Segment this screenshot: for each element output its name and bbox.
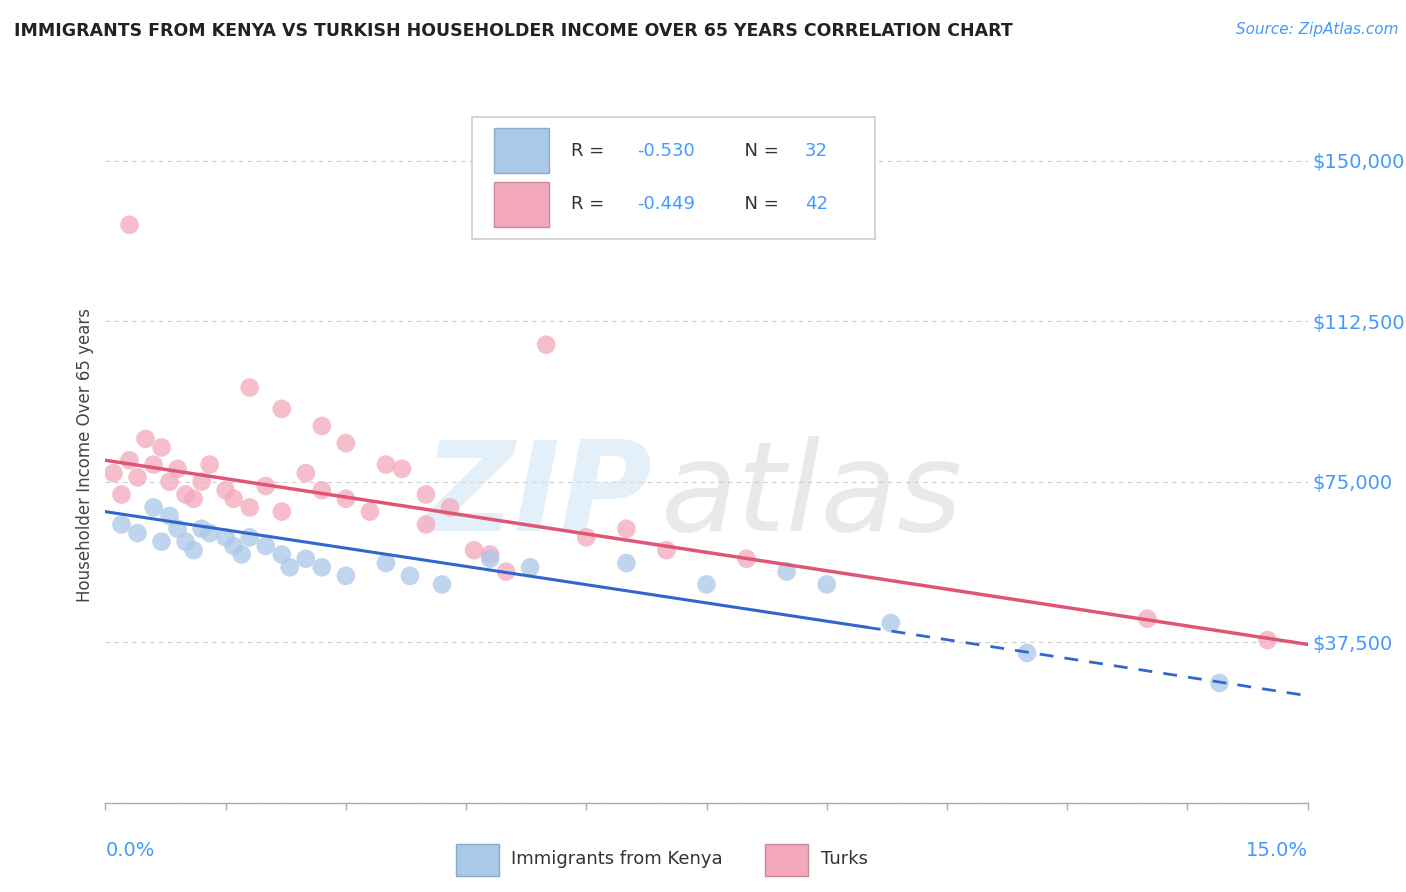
Point <box>110 487 132 501</box>
Point <box>198 526 221 541</box>
Text: 42: 42 <box>806 195 828 213</box>
Point <box>295 551 318 566</box>
Point <box>254 479 277 493</box>
Point <box>399 569 422 583</box>
Point <box>374 556 398 570</box>
Point <box>127 526 149 541</box>
Point <box>270 401 292 416</box>
Y-axis label: Householder Income Over 65 years: Householder Income Over 65 years <box>76 308 94 602</box>
Point <box>415 517 437 532</box>
Text: atlas: atlas <box>661 436 963 558</box>
Point <box>616 522 638 536</box>
Point <box>190 475 212 489</box>
Point <box>519 560 541 574</box>
Point <box>439 500 461 515</box>
FancyBboxPatch shape <box>765 844 808 876</box>
Point <box>335 569 357 583</box>
FancyBboxPatch shape <box>456 844 499 876</box>
Point <box>198 458 221 472</box>
Point <box>183 491 205 506</box>
Point <box>880 615 903 630</box>
Point <box>696 577 718 591</box>
Point <box>183 543 205 558</box>
Point <box>150 534 173 549</box>
Text: N =: N = <box>733 195 785 213</box>
Point <box>374 458 398 472</box>
FancyBboxPatch shape <box>472 118 875 239</box>
Point <box>311 560 333 574</box>
Point <box>479 548 502 562</box>
Point <box>239 530 262 544</box>
Point <box>239 380 262 394</box>
Point <box>534 337 557 351</box>
Point <box>463 543 485 558</box>
Point <box>1017 646 1039 660</box>
Point <box>1257 633 1279 648</box>
Point <box>735 551 758 566</box>
Point <box>159 508 181 523</box>
Point <box>103 466 125 480</box>
Point <box>495 565 517 579</box>
Point <box>270 505 292 519</box>
Point <box>270 548 292 562</box>
Point <box>1136 612 1159 626</box>
Point <box>231 548 253 562</box>
Text: ZIP: ZIP <box>423 436 652 558</box>
Text: N =: N = <box>733 142 785 160</box>
FancyBboxPatch shape <box>494 128 548 173</box>
Point <box>815 577 838 591</box>
Point <box>142 458 165 472</box>
Point <box>311 483 333 498</box>
Text: 15.0%: 15.0% <box>1246 841 1308 860</box>
Point <box>214 530 236 544</box>
Point <box>222 491 245 506</box>
Point <box>616 556 638 570</box>
Point <box>222 539 245 553</box>
Point <box>430 577 453 591</box>
Text: Source: ZipAtlas.com: Source: ZipAtlas.com <box>1236 22 1399 37</box>
Text: R =: R = <box>571 142 610 160</box>
Point <box>335 436 357 450</box>
Point <box>190 522 212 536</box>
Text: -0.530: -0.530 <box>637 142 695 160</box>
Point <box>295 466 318 480</box>
Point <box>391 462 413 476</box>
Point <box>776 565 799 579</box>
Point <box>655 543 678 558</box>
Point <box>142 500 165 515</box>
Point <box>135 432 157 446</box>
Point <box>174 487 197 501</box>
Text: Immigrants from Kenya: Immigrants from Kenya <box>512 849 723 868</box>
Point <box>278 560 301 574</box>
Point <box>127 470 149 484</box>
Point <box>166 522 188 536</box>
Text: 0.0%: 0.0% <box>105 841 155 860</box>
FancyBboxPatch shape <box>494 182 548 227</box>
Text: R =: R = <box>571 195 610 213</box>
Point <box>110 517 132 532</box>
Point <box>239 500 262 515</box>
Point <box>150 441 173 455</box>
Text: Turks: Turks <box>821 849 868 868</box>
Text: 32: 32 <box>806 142 828 160</box>
Point <box>118 218 141 232</box>
Point <box>335 491 357 506</box>
Point <box>254 539 277 553</box>
Point <box>1208 676 1230 690</box>
Point <box>159 475 181 489</box>
Point <box>166 462 188 476</box>
Point <box>415 487 437 501</box>
Point <box>214 483 236 498</box>
Point <box>479 551 502 566</box>
Point <box>311 419 333 434</box>
Point <box>575 530 598 544</box>
Text: -0.449: -0.449 <box>637 195 695 213</box>
Text: IMMIGRANTS FROM KENYA VS TURKISH HOUSEHOLDER INCOME OVER 65 YEARS CORRELATION CH: IMMIGRANTS FROM KENYA VS TURKISH HOUSEHO… <box>14 22 1012 40</box>
Point <box>118 453 141 467</box>
Point <box>174 534 197 549</box>
Point <box>359 505 381 519</box>
